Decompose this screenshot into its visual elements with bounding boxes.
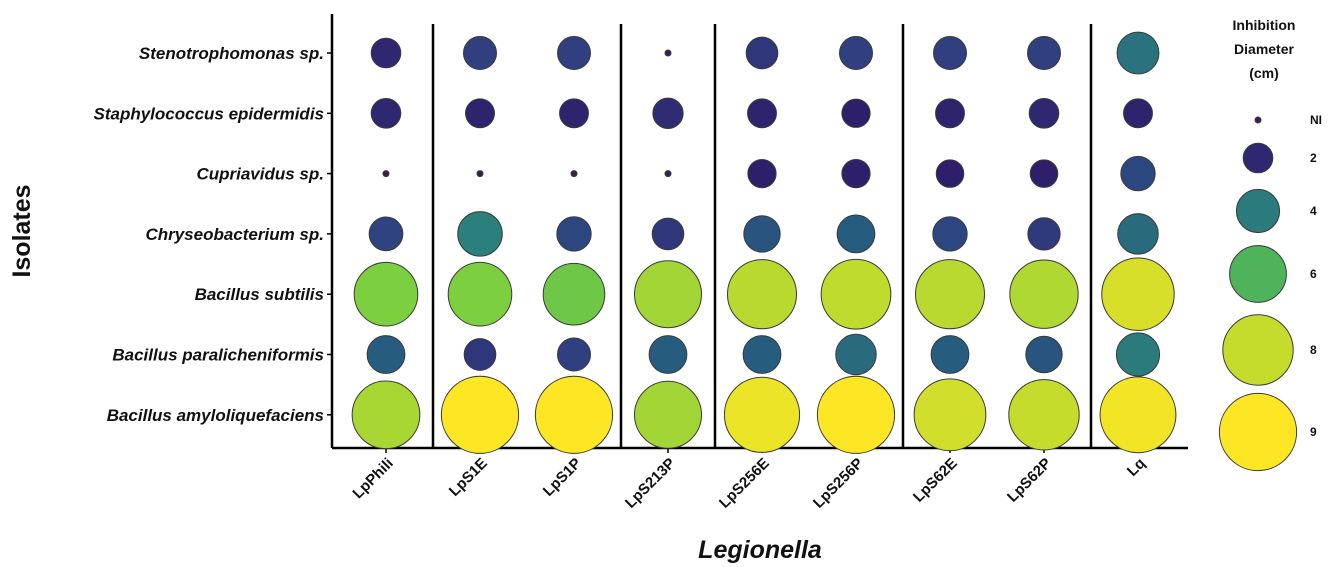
y-tick-label: Stenotrophomonas sp. bbox=[139, 44, 324, 63]
bubble bbox=[930, 335, 970, 374]
bubble bbox=[747, 158, 777, 189]
bubble bbox=[542, 262, 606, 326]
x-tick-label: LpS1E bbox=[446, 455, 491, 500]
bubble bbox=[820, 258, 892, 330]
legend-label: 4 bbox=[1310, 204, 1317, 218]
bubble bbox=[933, 36, 967, 70]
legend-label: 2 bbox=[1310, 151, 1317, 165]
bubble bbox=[664, 49, 672, 57]
bubble bbox=[932, 216, 968, 252]
x-tick-label: LpS256E bbox=[716, 455, 773, 512]
bubble bbox=[841, 158, 871, 189]
x-tick-label: LpS62E bbox=[910, 455, 961, 506]
bubble bbox=[463, 36, 497, 70]
bubble bbox=[1099, 376, 1177, 454]
bubble bbox=[743, 215, 781, 253]
bubble bbox=[447, 261, 513, 327]
bubble bbox=[1009, 259, 1079, 329]
bubble bbox=[745, 36, 779, 70]
x-tick-label: LpPhili bbox=[349, 455, 396, 502]
y-axis-title: Isolates bbox=[8, 184, 36, 277]
bubble bbox=[1123, 98, 1153, 129]
bubble bbox=[559, 98, 589, 129]
bubble bbox=[652, 97, 684, 129]
bubble bbox=[634, 380, 702, 449]
legend-label: 8 bbox=[1310, 343, 1317, 357]
bubble bbox=[353, 261, 419, 327]
bubble bbox=[570, 170, 578, 178]
bubble bbox=[557, 36, 591, 70]
bubble bbox=[841, 98, 871, 128]
x-axis-title: Legionella bbox=[698, 536, 822, 564]
bubble bbox=[440, 375, 520, 454]
bubble bbox=[651, 217, 685, 251]
y-tick-label: Chryseobacterium sp. bbox=[145, 225, 324, 244]
bubble bbox=[664, 170, 672, 178]
legend-title: Diameter bbox=[1234, 41, 1294, 57]
bubble bbox=[366, 335, 406, 374]
bubble bbox=[839, 36, 873, 70]
legend-key bbox=[1222, 314, 1294, 386]
y-tick-label: Staphylococcus epidermidis bbox=[93, 104, 324, 123]
bubble bbox=[914, 259, 986, 330]
bubble bbox=[1028, 98, 1060, 129]
bubble bbox=[463, 338, 497, 371]
bubble bbox=[382, 170, 390, 178]
legend-key bbox=[1229, 245, 1287, 303]
bubble bbox=[935, 98, 965, 129]
bubble bbox=[726, 259, 798, 330]
bubble bbox=[1025, 335, 1063, 374]
legend-title: (cm) bbox=[1249, 65, 1279, 81]
bubble bbox=[534, 375, 614, 454]
bubble bbox=[556, 216, 592, 252]
bubble bbox=[1008, 379, 1080, 451]
legend-label: NI bbox=[1310, 113, 1322, 127]
bubble bbox=[1120, 155, 1156, 192]
bubble bbox=[1101, 257, 1175, 331]
x-tick-label: LpS62P bbox=[1004, 455, 1055, 506]
bubble bbox=[1029, 159, 1059, 188]
legend-key bbox=[1218, 392, 1298, 472]
bubble bbox=[370, 37, 402, 69]
bubble bbox=[368, 216, 404, 252]
bubble bbox=[723, 376, 801, 453]
legend-key bbox=[1254, 116, 1262, 124]
y-tick-label: Bacillus amyloliquefaciens bbox=[107, 406, 324, 425]
bubble bbox=[747, 98, 777, 129]
legend-label: 9 bbox=[1310, 425, 1317, 439]
bubble bbox=[648, 335, 688, 374]
bubble bbox=[351, 380, 421, 450]
bubble bbox=[476, 170, 484, 178]
bubble bbox=[816, 375, 896, 454]
x-tick-label: Lq bbox=[1124, 455, 1149, 480]
bubble bbox=[370, 98, 402, 129]
bubble bbox=[1117, 213, 1159, 255]
legend-label: 6 bbox=[1310, 267, 1317, 281]
x-tick-label: LpS213P bbox=[622, 455, 679, 512]
legend-title: Inhibition bbox=[1233, 17, 1296, 33]
x-tick-label: LpS256P bbox=[810, 455, 867, 512]
legend-key bbox=[1242, 142, 1274, 174]
bubble bbox=[935, 159, 965, 188]
bubble bbox=[742, 335, 782, 374]
bubble bbox=[1027, 217, 1061, 251]
y-tick-label: Bacillus paralicheniformis bbox=[112, 346, 324, 365]
y-tick-label: Cupriavidus sp. bbox=[196, 165, 324, 184]
bubble bbox=[557, 337, 591, 372]
bubble bbox=[1115, 332, 1161, 377]
bubble bbox=[836, 214, 876, 254]
bubble bbox=[457, 211, 503, 257]
bubble bbox=[835, 333, 877, 376]
bubble bbox=[1116, 31, 1160, 75]
x-tick-label: LpS1P bbox=[540, 455, 585, 500]
bubble bbox=[465, 98, 495, 129]
bubble bbox=[1027, 36, 1061, 70]
bubble bbox=[913, 378, 987, 452]
legend-key bbox=[1235, 188, 1281, 234]
y-tick-label: Bacillus subtilis bbox=[195, 285, 324, 304]
bubble bbox=[634, 260, 702, 329]
